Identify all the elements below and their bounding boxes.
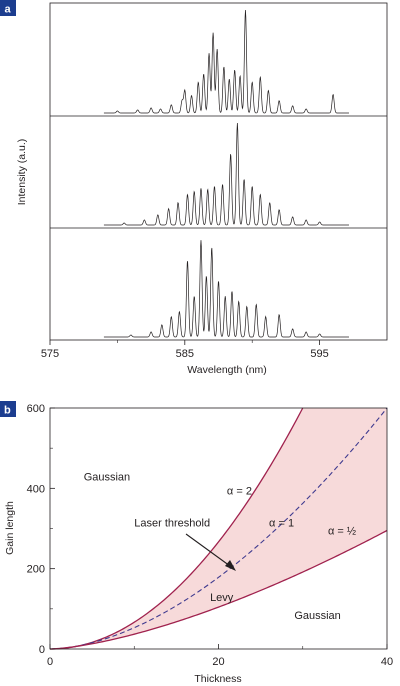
panel-a-x-tick-label: 575: [41, 348, 59, 360]
panel-a: a 575 585 595 Wavelength (nm) Intensity (a…: [0, 0, 388, 376]
arrow-head: [225, 560, 236, 571]
panel-b-plot: [49, 407, 388, 650]
panel-b-y-tick-label: 0: [39, 644, 45, 656]
annotation-laser-threshold-3: Laser threshold: [134, 517, 210, 529]
panel-b-y-tick-label: 600: [27, 403, 45, 415]
panel-b: b 0 20 40 0 200 400 600 Gaussian Gaussian Levy L…: [0, 401, 393, 685]
annotation-gaussian-1: Gaussian: [294, 610, 340, 622]
panel-b-x-ticks: 0 20 40: [47, 644, 393, 668]
panel-b-x-tick-label: 40: [381, 656, 393, 668]
panel-a-x-tick-label: 585: [176, 348, 194, 360]
panel-a-badge-label: a: [5, 4, 12, 16]
alpha-half-curve: [49, 529, 388, 650]
spectrum-trace-2: [103, 122, 349, 226]
arrow-line: [185, 533, 231, 567]
panel-b-badge: [0, 401, 16, 417]
panel-b-y-tick-label: 200: [27, 564, 45, 576]
panel-b-x-tick-label: 0: [47, 656, 53, 668]
annotation--1-5: α = 1: [269, 517, 294, 529]
panel-a-y-axis-title: Intensity (a.u.): [16, 139, 28, 206]
panel-b-y-tick-label: 400: [27, 483, 45, 495]
panel-b-badge-label: b: [4, 405, 11, 417]
panel-b-y-axis-title: Gain length: [4, 501, 16, 555]
laser-threshold-arrow: [185, 533, 236, 571]
annotation--2-4: α = 2: [227, 485, 252, 497]
spectra-group: [103, 9, 349, 338]
spectrum-trace-1: [103, 9, 349, 114]
annotation-gaussian-0: Gaussian: [84, 471, 130, 483]
panel-a-x-axis-title: Wavelength (nm): [187, 364, 267, 376]
panel-b-x-axis-title: Thickness: [194, 673, 241, 685]
panel-a-x-tick-label: 595: [310, 348, 328, 360]
spectrum-trace-3: [103, 240, 349, 338]
levy-region-fill: [50, 408, 387, 649]
annotation-levy-2: Levy: [210, 592, 234, 604]
panel-b-y-ticks: 0 200 400 600: [27, 403, 55, 656]
panel-a-badge: [0, 0, 16, 16]
panel-a-border: [49, 2, 388, 341]
alpha-1-curve: [49, 407, 388, 650]
panel-a-x-ticks: 575 585 595: [41, 340, 329, 360]
annotation--6: α = ½: [328, 526, 356, 538]
panel-a-frame: [49, 2, 388, 341]
panel-b-annotations: Gaussian Gaussian Levy Laser threshold α = 2…: [84, 471, 356, 622]
panel-b-x-tick-label: 20: [212, 656, 224, 668]
